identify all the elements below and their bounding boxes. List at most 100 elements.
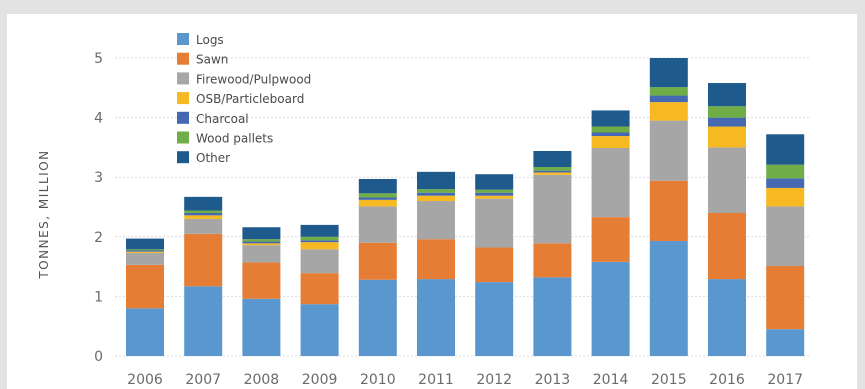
bar-segment [300, 242, 339, 250]
legend-label: Charcoal [196, 112, 249, 126]
bar-segment [184, 196, 223, 211]
bar-segment [126, 238, 164, 250]
y-tick-label: 3 [94, 170, 103, 186]
bar-segment [649, 95, 688, 103]
legend-label: Wood pallets [196, 132, 273, 146]
bar-segment [649, 180, 688, 241]
legend-swatch [177, 72, 189, 85]
bar-segment [300, 304, 339, 356]
bar-segment [417, 189, 455, 193]
bar-segment [533, 172, 572, 175]
bars [126, 58, 805, 356]
bar-segment [475, 247, 514, 283]
bar-segment [766, 178, 805, 188]
bar-segment [126, 251, 164, 253]
bar-segment [591, 110, 630, 127]
bar-segment [649, 120, 688, 181]
bar-segment [184, 212, 223, 216]
bar-segment [591, 132, 630, 137]
bar-segment [708, 117, 746, 127]
x-tick-label: 2006 [127, 372, 163, 388]
bar-segment [242, 241, 281, 244]
bar-segment [591, 217, 630, 262]
bar-segment [475, 198, 514, 248]
bar-segment [533, 174, 572, 244]
bar-segment [766, 329, 805, 356]
bar-segment [533, 243, 572, 278]
bar-segment [358, 178, 397, 194]
bar-segment [533, 150, 572, 168]
legend-label: OSB/Particleboard [196, 92, 304, 106]
bar-segment [184, 233, 223, 287]
bar-segment [417, 279, 455, 356]
y-axis-label: TONNES, MILLION [37, 149, 51, 279]
x-tick-label: 2008 [244, 372, 280, 388]
bar-segment [533, 277, 572, 356]
bar-segment [300, 224, 339, 237]
y-tick-labels: 0 1 2 3 4 5 [94, 51, 103, 365]
bar-segment [649, 240, 688, 356]
bar-segment [242, 239, 281, 242]
bar-segment [300, 249, 339, 274]
bar-segment [649, 58, 688, 88]
y-tick-label: 2 [94, 230, 103, 246]
bar-segment [766, 266, 805, 330]
bar-segment [358, 197, 397, 200]
bar-segment [358, 206, 397, 243]
bar-segment [475, 282, 514, 356]
legend-swatch [177, 111, 189, 124]
bar-segment [184, 286, 223, 356]
bar-segment [475, 192, 514, 196]
legend-label: Logs [196, 33, 224, 47]
bar-segment [184, 215, 223, 219]
x-tick-label: 2015 [651, 372, 687, 388]
bar-segment [649, 87, 688, 96]
x-tick-label: 2011 [418, 372, 454, 388]
bar-segment [126, 308, 164, 356]
bar-segment [126, 264, 164, 309]
bar-segment [708, 83, 746, 107]
legend: Logs Sawn Firewood/Pulpwood OSB/Particleboa… [177, 33, 311, 165]
bar-segment [417, 195, 455, 202]
bar-segment [184, 210, 223, 213]
x-tick-labels: 2006 2007 2008 2009 2010 2011 2012 2013 2014 2015… [127, 372, 803, 388]
bar-segment [766, 134, 805, 165]
legend-swatch [177, 151, 189, 164]
bar-segment [533, 167, 572, 171]
legend-label: Sawn [196, 53, 228, 67]
bar-segment [708, 106, 746, 118]
bar-segment [417, 201, 455, 240]
bar-segment [708, 126, 746, 148]
bar-segment [126, 252, 164, 265]
bar-segment [300, 236, 339, 241]
bar-segment [417, 192, 455, 196]
bar-segment [591, 126, 630, 133]
bar-segment [708, 212, 746, 280]
legend-label: Other [196, 151, 230, 165]
bar-segment [242, 227, 281, 240]
bar-segment [300, 240, 339, 243]
bar-segment [242, 262, 281, 299]
bar-segment [591, 136, 630, 148]
legend-label: Firewood/Pulpwood [196, 72, 311, 86]
bar-segment [475, 174, 514, 190]
x-tick-label: 2009 [302, 372, 338, 388]
bar-segment [242, 298, 281, 356]
bar-segment [242, 245, 281, 263]
bar-segment [766, 187, 805, 207]
y-tick-label: 1 [94, 289, 103, 305]
bar-segment [242, 243, 281, 246]
bar-segment [766, 206, 805, 267]
y-tick-label: 4 [94, 111, 103, 127]
bar-segment [300, 273, 339, 305]
bar-segment [708, 147, 746, 213]
x-tick-label: 2010 [360, 372, 396, 388]
legend-swatch [177, 52, 189, 65]
bar-segment [591, 261, 630, 356]
bar-segment [417, 239, 455, 280]
x-tick-label: 2016 [709, 372, 745, 388]
bar-segment [184, 218, 223, 234]
x-tick-label: 2007 [185, 372, 221, 388]
